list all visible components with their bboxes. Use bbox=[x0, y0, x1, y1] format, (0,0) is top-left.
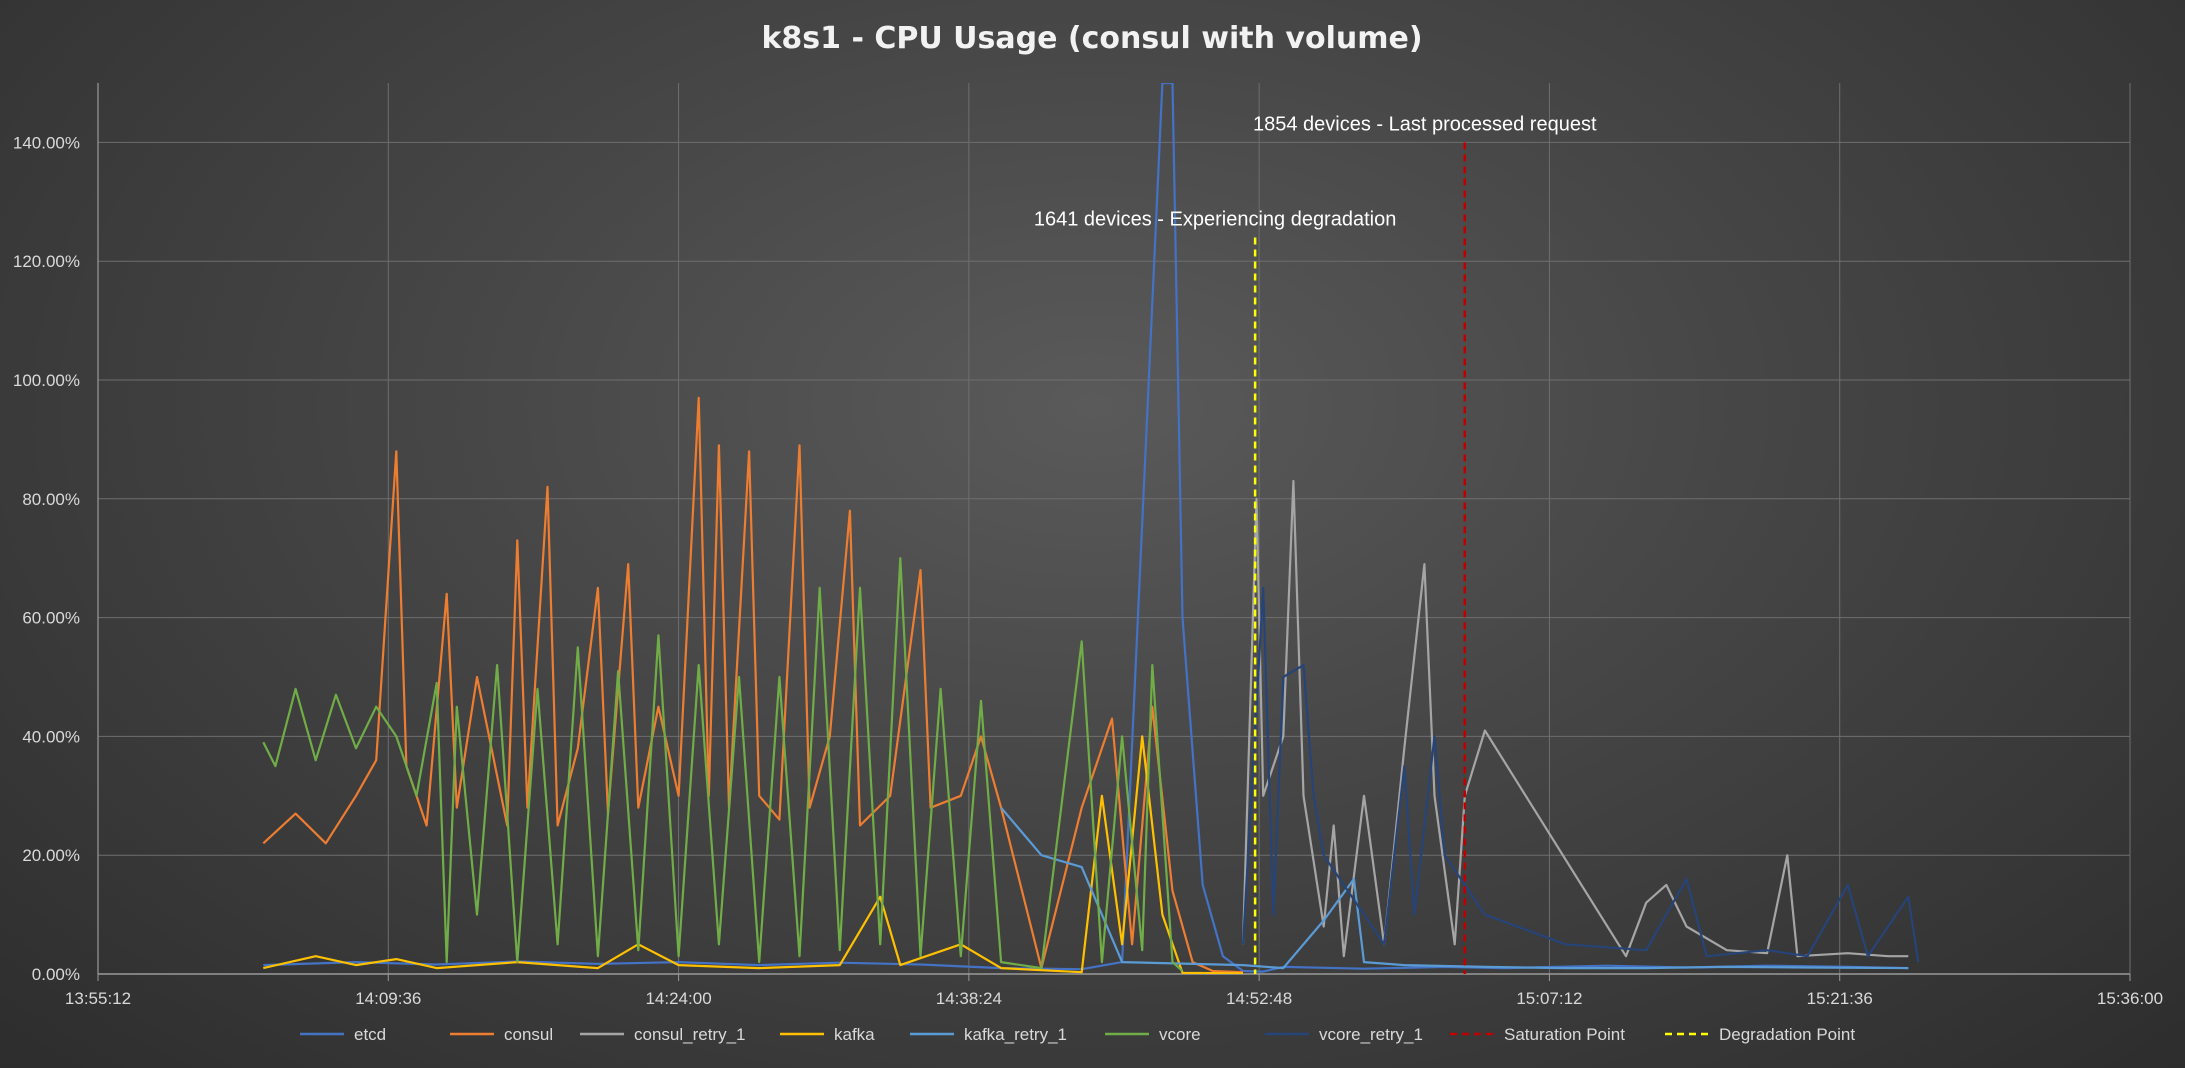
legend-item: vcore bbox=[1105, 1025, 1201, 1044]
x-tick-label: 14:38:24 bbox=[936, 989, 1002, 1008]
legend-item: Degradation Point bbox=[1665, 1025, 1855, 1044]
legend-label: vcore_retry_1 bbox=[1319, 1025, 1423, 1044]
legend-label: consul bbox=[504, 1025, 553, 1044]
legend-item: consul_retry_1 bbox=[580, 1025, 746, 1044]
series-line-vcore-retry-1 bbox=[1241, 586, 1920, 963]
series-line-consul-retry-1 bbox=[1241, 479, 1909, 958]
y-tick-label: 20.00% bbox=[22, 846, 80, 865]
y-tick-label: 40.00% bbox=[22, 727, 80, 746]
legend-label: Saturation Point bbox=[1504, 1025, 1625, 1044]
legend-item: kafka_retry_1 bbox=[910, 1025, 1067, 1044]
x-tick-label: 13:55:12 bbox=[65, 989, 131, 1008]
y-tick-label: 100.00% bbox=[13, 371, 80, 390]
gridlines bbox=[98, 83, 2131, 974]
y-tick-label: 60.00% bbox=[22, 609, 80, 628]
legend-item: Saturation Point bbox=[1450, 1025, 1625, 1044]
y-tick-label: 140.00% bbox=[13, 133, 80, 152]
legend-item: vcore_retry_1 bbox=[1265, 1025, 1423, 1044]
saturation-point-annotation: 1854 devices - Last processed request bbox=[1253, 113, 1597, 135]
legend-label: consul_retry_1 bbox=[634, 1025, 746, 1044]
y-tick-label: 0.00% bbox=[32, 965, 80, 984]
legend-label: kafka bbox=[834, 1025, 875, 1044]
x-tick-label: 14:09:36 bbox=[355, 989, 421, 1008]
y-tick-label: 120.00% bbox=[13, 252, 80, 271]
series-line-kafka-retry-1 bbox=[1000, 806, 1909, 970]
legend-label: kafka_retry_1 bbox=[964, 1025, 1067, 1044]
chart-title: k8s1 - CPU Usage (consul with volume) bbox=[761, 21, 1422, 56]
degradation-point-annotation: 1641 devices - Experiencing degradation bbox=[1034, 208, 1396, 230]
reference-lines: 1854 devices - Last processed request 164… bbox=[1034, 113, 1597, 974]
x-tick-label: 14:24:00 bbox=[645, 989, 711, 1008]
x-tick-label: 15:36:00 bbox=[2097, 989, 2163, 1008]
x-tick-label: 15:21:36 bbox=[1807, 989, 1873, 1008]
legend-label: Degradation Point bbox=[1719, 1025, 1855, 1044]
legend-label: vcore bbox=[1159, 1025, 1201, 1044]
legend: etcd consul consul_retry_1 kafka kafka_retry… bbox=[300, 1025, 1855, 1044]
legend-label: etcd bbox=[354, 1025, 386, 1044]
axes: 0.00% 20.00% 40.00% 60.00% 80.00% 100.00% 120.… bbox=[13, 83, 2163, 1008]
legend-item: etcd bbox=[300, 1025, 386, 1044]
legend-item: kafka bbox=[780, 1025, 875, 1044]
y-tick-label: 80.00% bbox=[22, 490, 80, 509]
data-series bbox=[262, 83, 1920, 974]
series-line-vcore bbox=[262, 557, 1184, 972]
series-line-consul bbox=[262, 396, 1244, 974]
x-tick-label: 14:52:48 bbox=[1226, 989, 1292, 1008]
x-tick-label: 15:07:12 bbox=[1516, 989, 1582, 1008]
legend-item: consul bbox=[450, 1025, 553, 1044]
